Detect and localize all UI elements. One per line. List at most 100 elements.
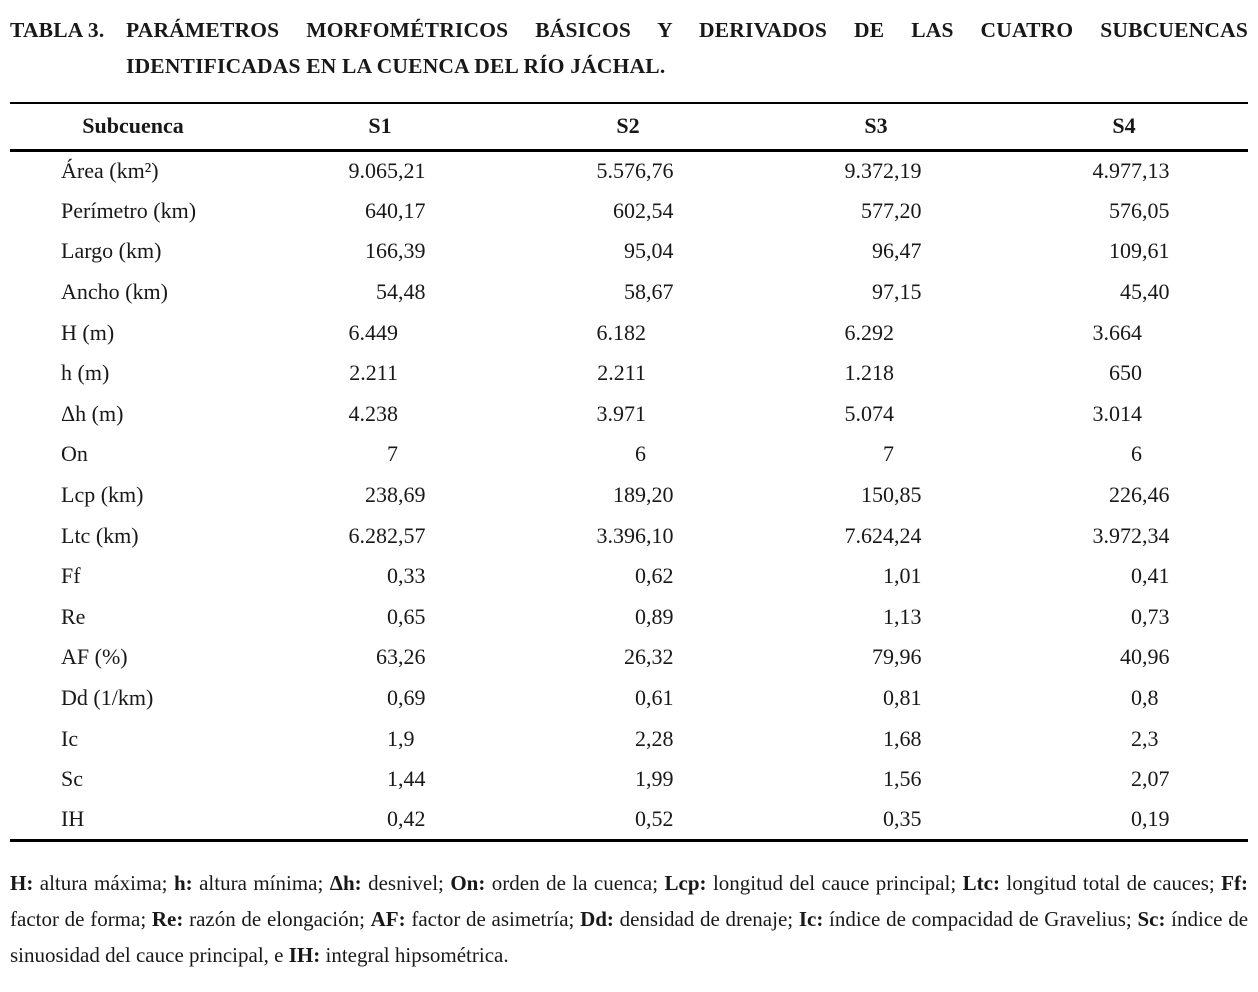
value-cell: 0,33: [386, 563, 426, 589]
value-cell: 7: [386, 441, 398, 467]
value-cell: 9.372,19: [844, 158, 922, 184]
row-label: Ltc (km): [61, 522, 139, 548]
column-header-s1: S1: [368, 113, 392, 139]
row-label: Ic: [61, 725, 79, 751]
value-cell: 6: [634, 441, 646, 467]
footnote-term: Δh:: [329, 870, 362, 895]
table-caption-line-2: IDENTIFICADAS EN LA CUENCA DEL RÍO JÁCHA…: [126, 54, 666, 78]
value-cell: 58,67: [623, 279, 674, 305]
value-cell: 0,8: [1131, 685, 1159, 711]
value-cell: 3.664: [1092, 319, 1143, 345]
table-row: Largo (km) 166,39 95,04 96,47 109,61: [10, 231, 1248, 272]
value-cell: 6.282,57: [348, 522, 426, 548]
value-cell: 226,46: [1109, 482, 1170, 508]
footnote-term: On:: [450, 870, 486, 895]
row-label: On: [61, 441, 88, 467]
table-row: Ff 0,33 0,62 1,01 0,41: [10, 556, 1248, 597]
table-row: h (m) 2.211 2.211 1.218 650: [10, 353, 1248, 394]
value-cell: 602,54: [612, 197, 674, 223]
value-cell: 1,44: [386, 766, 426, 792]
value-cell: 0,81: [882, 685, 922, 711]
value-cell: 26,32: [623, 644, 674, 670]
value-cell: 1,01: [882, 563, 922, 589]
row-label: Área (km²): [61, 158, 159, 184]
row-label: Sc: [61, 766, 83, 792]
value-cell: 0,89: [634, 603, 674, 629]
value-cell: 0,41: [1131, 563, 1170, 589]
table-header-row: Subcuenca S1 S2 S3 S4: [10, 103, 1248, 150]
row-label: Re: [61, 603, 86, 629]
row-label: Lcp (km): [61, 482, 144, 508]
value-cell: 4.238: [348, 400, 398, 426]
row-label: Ff: [61, 563, 81, 589]
value-cell: 1.218: [844, 360, 894, 386]
value-cell: 1,13: [882, 603, 922, 629]
value-cell: 0,62: [634, 563, 674, 589]
table-row: Ic 1,9 2,28 1,68 2,3: [10, 718, 1248, 759]
footnote-term: Re:: [151, 906, 184, 931]
value-cell: 7.624,24: [844, 522, 922, 548]
value-cell: 3.971: [596, 400, 646, 426]
value-cell: 1,9: [386, 725, 415, 751]
column-header-s2: S2: [616, 113, 640, 139]
value-cell: 6: [1131, 441, 1142, 467]
value-cell: 54,48: [375, 279, 426, 305]
value-cell: 2,07: [1131, 766, 1170, 792]
value-cell: 2.211: [597, 360, 646, 386]
table-row: Sc 1,44 1,99 1,56 2,07: [10, 759, 1248, 800]
value-cell: 7: [882, 441, 894, 467]
column-header-s4: S4: [1112, 113, 1136, 139]
value-cell: 166,39: [364, 238, 426, 264]
table-row: Re 0,65 0,89 1,13 0,73: [10, 597, 1248, 638]
table-row: Perímetro (km) 640,17 602,54 577,20 576,05: [10, 191, 1248, 232]
footnote-term: Ff:: [1221, 870, 1248, 895]
value-cell: 576,05: [1109, 197, 1170, 223]
row-label: H (m): [61, 319, 115, 345]
table-row: H (m) 6.449 6.182 6.292 3.664: [10, 312, 1248, 353]
value-cell: 3.014: [1092, 400, 1143, 426]
value-cell: 640,17: [364, 197, 426, 223]
value-cell: 0,65: [386, 603, 426, 629]
value-cell: 4.977,13: [1092, 158, 1170, 184]
value-cell: 0,52: [634, 806, 674, 832]
column-header-s3: S3: [864, 113, 888, 139]
value-cell: 0,19: [1131, 806, 1170, 832]
table-row: IH 0,42 0,52 0,35 0,19: [10, 800, 1248, 841]
table-row: Área (km²) 9.065,21 5.576,76 9.372,19 4.977,…: [10, 150, 1248, 191]
value-cell: 0,42: [386, 806, 426, 832]
table-footnote: H: altura máxima; h: altura mínima; Δh: …: [10, 870, 1249, 967]
value-cell: 577,20: [860, 197, 922, 223]
value-cell: 6.449: [348, 319, 398, 345]
table-row: Lcp (km) 238,69 189,20 150,85 226,46: [10, 475, 1248, 516]
row-label: Largo (km): [61, 238, 162, 264]
row-label: Ancho (km): [61, 279, 168, 305]
value-cell: 109,61: [1109, 238, 1170, 264]
table-caption-text: PARÁMETROS MORFOMÉTRICOS BÁSICOS Y DERIV…: [126, 12, 1248, 84]
footnote-term: Ic:: [798, 906, 824, 931]
value-cell: 3.396,10: [596, 522, 674, 548]
footnote-term: Dd:: [580, 906, 614, 931]
value-cell: 6.182: [596, 319, 646, 345]
value-cell: 96,47: [871, 238, 922, 264]
table-row: Ltc (km) 6.282,57 3.396,10 7.624,24 3.972,34: [10, 515, 1248, 556]
table-row: Ancho (km) 54,48 58,67 97,15 45,40: [10, 272, 1248, 313]
value-cell: 0,35: [882, 806, 922, 832]
table-row: Δh (m) 4.238 3.971 5.074 3.014: [10, 394, 1248, 435]
morphometric-parameters-table: Subcuenca S1 S2 S3 S4 Área (km²) 9.065,21…: [10, 102, 1248, 842]
value-cell: 1,99: [634, 766, 674, 792]
value-cell: 189,20: [612, 482, 674, 508]
column-header-subcuenca: Subcuenca: [82, 113, 184, 139]
value-cell: 2,28: [634, 725, 674, 751]
value-cell: 1,56: [882, 766, 922, 792]
value-cell: 650: [1109, 360, 1142, 386]
value-cell: 1,68: [882, 725, 922, 751]
value-cell: 0,73: [1131, 603, 1170, 629]
value-cell: 79,96: [871, 644, 922, 670]
value-cell: 63,26: [375, 644, 426, 670]
footnote-term: Lcp:: [664, 870, 707, 895]
table-caption-line-1: PARÁMETROS MORFOMÉTRICOS BÁSICOS Y DERIV…: [126, 18, 1248, 42]
value-cell: 40,96: [1120, 644, 1170, 670]
value-cell: 5.074: [844, 400, 894, 426]
row-label: Dd (1/km): [61, 685, 154, 711]
